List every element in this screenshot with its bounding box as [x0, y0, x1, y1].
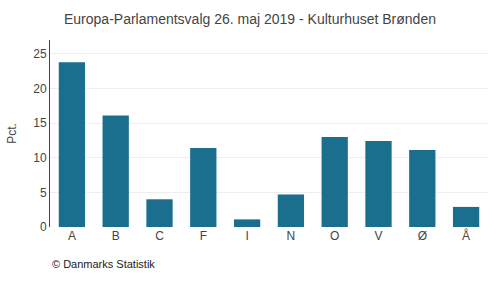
svg-text:B: B — [112, 229, 120, 243]
svg-text:Europa-Parlamentsvalg 26. maj: Europa-Parlamentsvalg 26. maj 2019 - Kul… — [64, 11, 436, 27]
svg-text:A: A — [68, 229, 76, 243]
svg-text:10: 10 — [33, 151, 47, 165]
svg-text:O: O — [330, 229, 339, 243]
svg-text:C: C — [155, 229, 164, 243]
svg-text:25: 25 — [33, 47, 47, 61]
svg-text:15: 15 — [33, 116, 47, 130]
svg-text:N: N — [287, 229, 296, 243]
svg-text:5: 5 — [40, 186, 47, 200]
svg-text:0: 0 — [40, 220, 47, 234]
svg-text:F: F — [200, 229, 207, 243]
svg-text:Pct.: Pct. — [5, 123, 19, 144]
svg-text:V: V — [374, 229, 382, 243]
svg-text:I: I — [245, 229, 248, 243]
svg-text:20: 20 — [33, 82, 47, 96]
svg-text:Ø: Ø — [418, 229, 427, 243]
svg-text:© Danmarks Statistik: © Danmarks Statistik — [52, 258, 155, 270]
svg-text:Å: Å — [462, 228, 470, 243]
